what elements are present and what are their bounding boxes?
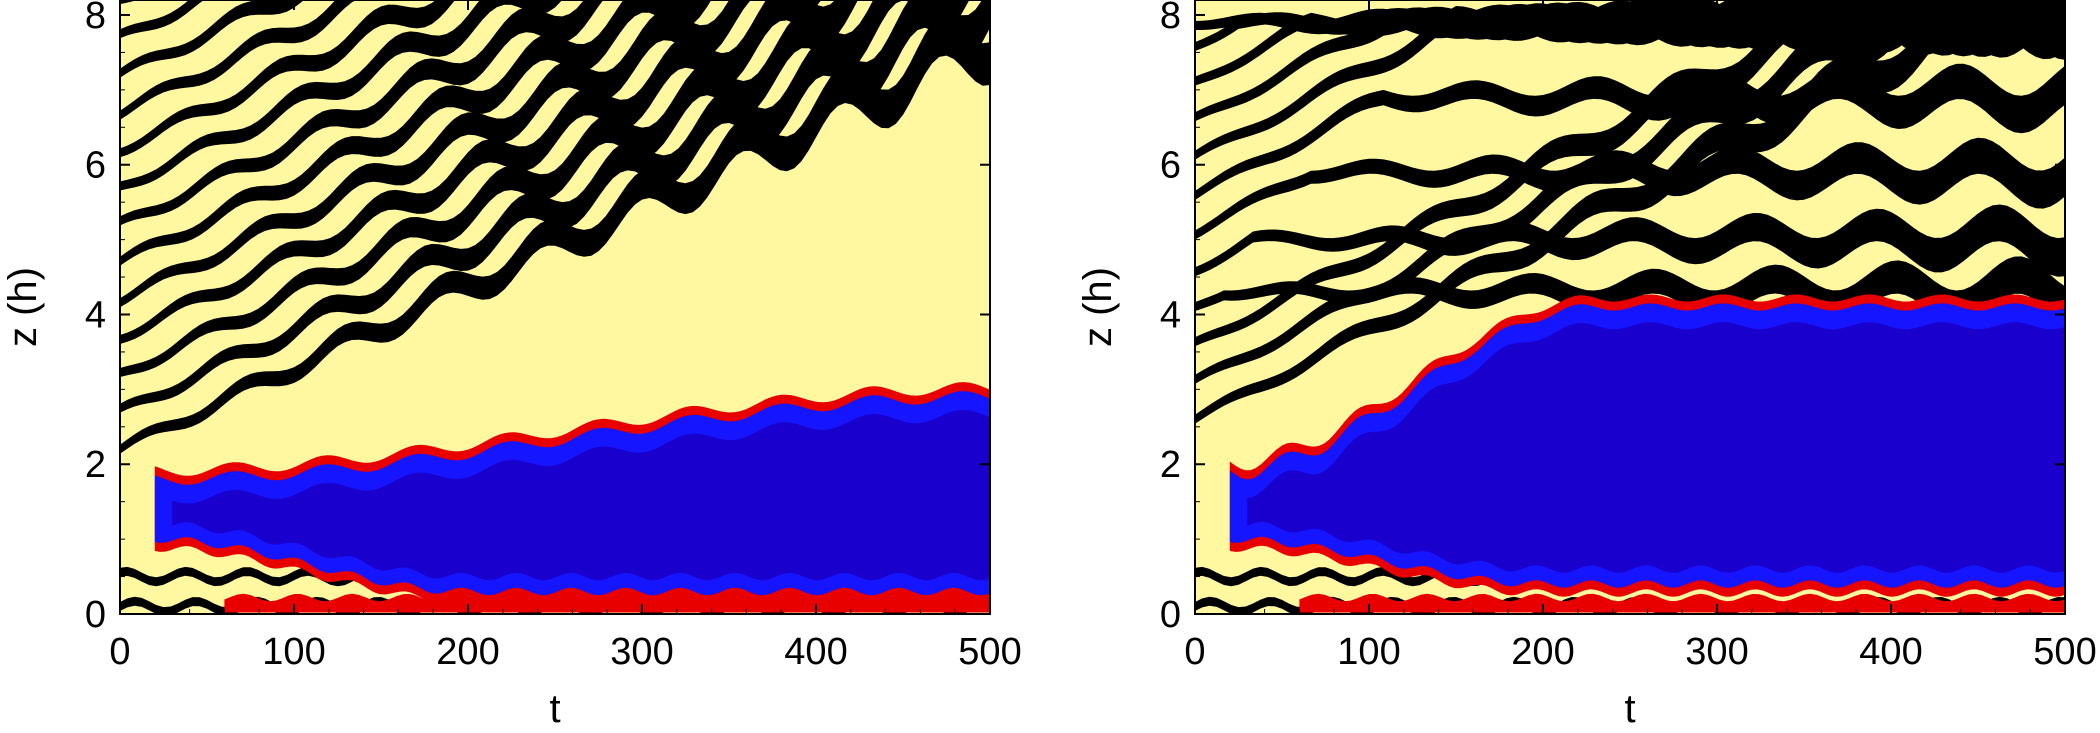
left-y-axis-label: z (h): [1, 267, 45, 347]
left-x-tick-label: 0: [109, 631, 130, 673]
right-x-tick-label: 500: [2033, 631, 2096, 673]
left-y-tick-label: 6: [85, 145, 106, 187]
left-x-tick-label: 200: [436, 631, 499, 673]
right-x-tick-label: 400: [1859, 631, 1922, 673]
right-x-tick-label: 0: [1184, 631, 1205, 673]
right-x-tick-label: 200: [1511, 631, 1574, 673]
left-x-tick-label: 400: [784, 631, 847, 673]
left-y-tick-label: 0: [85, 594, 106, 636]
right-y-axis-label: z (h): [1076, 267, 1120, 347]
right-y-tick-label: 6: [1160, 145, 1181, 187]
left-x-axis-label: t: [549, 687, 560, 731]
left-y-tick-label: 2: [85, 444, 106, 486]
left-panel: 0 100 200 300 400 500 0 2 4 6 8 t z (h): [1, 0, 1022, 731]
right-y-tick-label: 2: [1160, 444, 1181, 486]
right-y-tick-label: 8: [1160, 0, 1181, 37]
left-plot-area: [120, 0, 990, 616]
left-y-tick-label: 4: [85, 294, 106, 336]
right-y-tick-label: 0: [1160, 594, 1181, 636]
right-x-tick-label: 100: [1337, 631, 1400, 673]
left-y-tick-label: 8: [85, 0, 106, 37]
left-x-tick-label: 300: [610, 631, 673, 673]
right-x-axis-label: t: [1624, 687, 1635, 731]
left-x-tick-label: 100: [262, 631, 325, 673]
left-x-tick-label: 500: [958, 631, 1021, 673]
right-panel: 0 100 200 300 400 500 0 2 4 6 8 t z (h): [1076, 0, 2097, 731]
right-plot-area: [1195, 0, 2065, 616]
right-x-tick-label: 300: [1685, 631, 1748, 673]
right-y-tick-label: 4: [1160, 294, 1181, 336]
